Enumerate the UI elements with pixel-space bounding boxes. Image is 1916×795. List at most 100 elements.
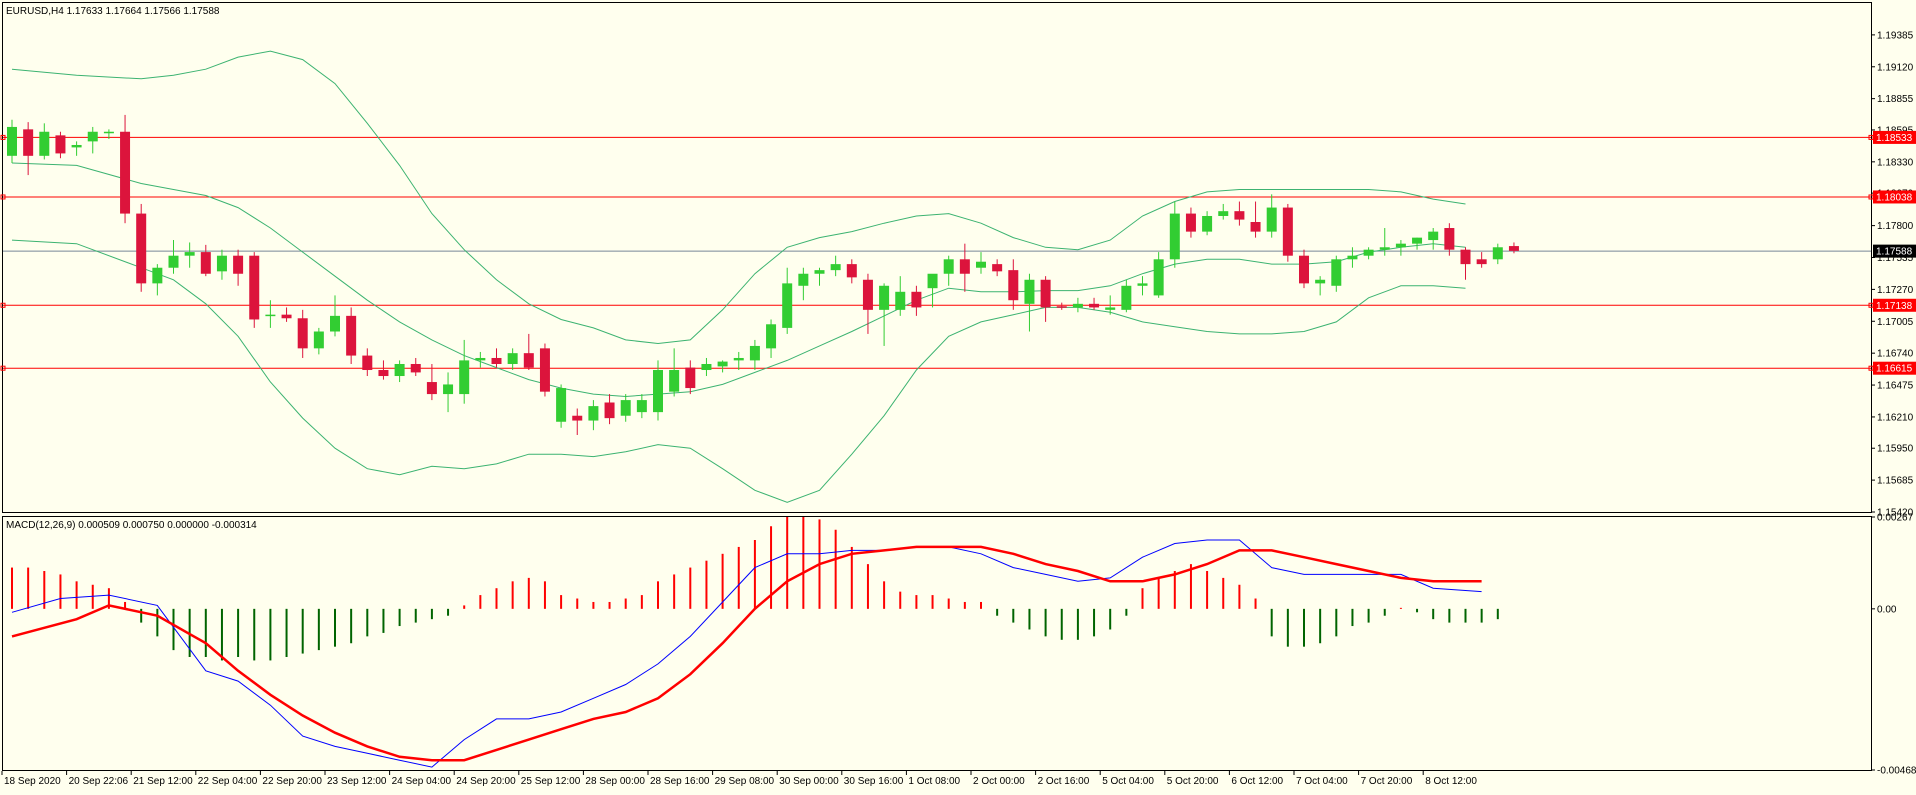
candle [1218, 203, 1229, 220]
candle [1331, 255, 1342, 292]
candle-body [152, 267, 163, 284]
candle [620, 394, 631, 422]
price-pane[interactable] [3, 50, 1871, 503]
candle-body [87, 131, 98, 142]
candle [636, 394, 647, 419]
price-tick-label: 1.15420 [1877, 508, 1914, 519]
candle [152, 264, 163, 296]
candle [1250, 201, 1261, 238]
time-tick-label: 1 Oct 08:00 [908, 776, 960, 787]
candle-body [103, 131, 114, 134]
price-tick-label: 1.17270 [1877, 285, 1914, 296]
candle-body [216, 255, 227, 272]
candle [523, 333, 534, 371]
time-tick-label: 2 Oct 16:00 [1038, 776, 1090, 787]
level-anchor [1868, 302, 1874, 308]
candle [249, 252, 260, 328]
candle [1363, 247, 1374, 260]
candle-body [556, 388, 567, 422]
candle [1444, 223, 1455, 256]
candle [814, 267, 825, 286]
candle-body [862, 279, 873, 310]
candle [1428, 228, 1439, 250]
candle [216, 249, 227, 280]
candle [281, 307, 292, 322]
candle [1105, 295, 1116, 315]
candle [895, 276, 906, 316]
candle-body [879, 285, 890, 310]
candle [911, 285, 922, 316]
macd-pane[interactable] [11, 515, 1499, 768]
candle-body [39, 131, 50, 156]
candle-body [426, 382, 437, 395]
candle-body [846, 264, 857, 278]
candle [1185, 207, 1196, 238]
candle-body [1056, 306, 1067, 308]
time-tick-label: 7 Oct 20:00 [1361, 776, 1413, 787]
candle [653, 360, 663, 421]
candle [87, 126, 98, 154]
candle [120, 114, 131, 224]
candle-body [814, 270, 825, 274]
candle-body [1428, 231, 1439, 241]
candle-body [71, 144, 82, 148]
candle-body [136, 213, 147, 284]
candle-body [7, 126, 17, 156]
candle-body [507, 353, 518, 364]
time-tick-label: 25 Sep 12:00 [521, 776, 581, 787]
candle-body [539, 348, 550, 392]
time-tick-label: 2 Oct 00:00 [973, 776, 1025, 787]
macd-pane-frame [2, 516, 1872, 771]
candle-body [959, 259, 970, 274]
time-tick-label: 22 Sep 04:00 [198, 776, 258, 787]
macd-axis: 0.00267 0.00 -0.004685 [1871, 513, 1916, 777]
candle-body [927, 273, 938, 289]
level-anchor [1868, 365, 1874, 371]
candle-body [297, 318, 308, 349]
candle [200, 244, 211, 277]
candle-body [766, 324, 777, 349]
candle [1379, 228, 1390, 256]
candle [1024, 273, 1035, 332]
candlesticks [7, 114, 1519, 435]
svg-text:1.17138: 1.17138 [1876, 301, 1913, 312]
time-tick-label: 7 Oct 04:00 [1296, 776, 1348, 787]
candle-body [168, 255, 179, 268]
bollinger-lower-line [11, 239, 1466, 503]
candle [976, 252, 986, 274]
candle [410, 357, 421, 377]
candle [330, 295, 340, 337]
candle-body [1089, 303, 1100, 308]
candle [136, 203, 147, 292]
candle-body [1040, 279, 1051, 308]
time-tick-label: 6 Oct 12:00 [1231, 776, 1283, 787]
candle-body [1266, 207, 1277, 232]
candle [1008, 259, 1019, 310]
candle-body [911, 291, 922, 308]
candle-body [1185, 213, 1196, 232]
bollinger-middle-line [11, 162, 1466, 398]
candle [1315, 276, 1326, 296]
level-anchor [0, 194, 6, 200]
candle-body [523, 353, 534, 368]
candle [39, 123, 50, 160]
price-tick-label: 1.15685 [1877, 476, 1914, 487]
candle [943, 255, 954, 286]
candle [103, 129, 114, 139]
candle [1234, 201, 1245, 226]
candle-body [330, 315, 340, 332]
candle-body [620, 400, 631, 416]
candle [1089, 297, 1100, 310]
candle [475, 351, 486, 368]
candle-body [943, 259, 954, 274]
candle [766, 319, 777, 358]
candle [830, 255, 841, 277]
macd-histogram [11, 515, 1499, 661]
price-tick-label: 1.16210 [1877, 412, 1914, 423]
candle-body [475, 357, 486, 361]
candle [297, 309, 308, 358]
candle-body [265, 314, 276, 317]
candle-body [1379, 247, 1390, 250]
